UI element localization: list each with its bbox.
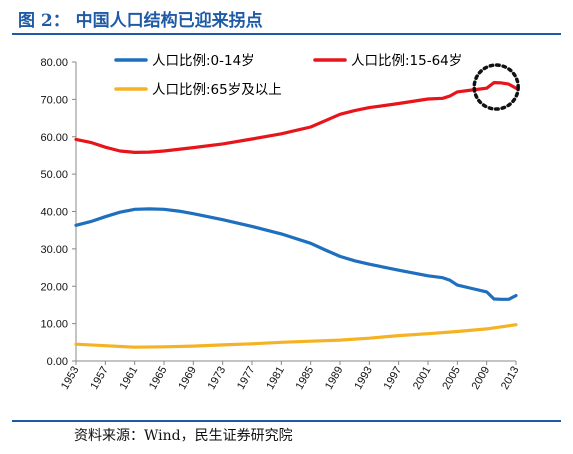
highlight-circle	[472, 63, 520, 111]
x-tick-label: 1973	[206, 365, 229, 392]
x-tick-label: 1985	[294, 365, 317, 392]
x-tick-label: 2005	[440, 365, 463, 392]
x-tick-label: 2013	[499, 365, 522, 392]
y-tick-label: 60.00	[40, 132, 68, 144]
bottom-rule	[12, 420, 561, 422]
chart-axes: 0.00 10.00 20.00 30.00 40.00 50.00 60.00 70.00 8…	[40, 57, 521, 392]
legend-label-2: 人口比例:65岁及以上	[152, 82, 282, 98]
figure-header: 图 2： 中国人口结构已迎来拐点	[18, 6, 263, 31]
chart-annotation	[472, 63, 520, 111]
x-tick-label: 1953	[59, 365, 82, 392]
x-tick-label: 1997	[382, 365, 405, 392]
x-tick-label: 1993	[352, 365, 375, 392]
x-tick-label: 2009	[470, 364, 493, 391]
y-tick-label: 10.00	[40, 319, 68, 331]
x-tick-label: 1981	[264, 365, 287, 392]
line-chart: 0.00 10.00 20.00 30.00 40.00 50.00 60.00 70.00 8…	[40, 53, 521, 392]
figure-title: 图 2： 中国人口结构已迎来拐点	[18, 10, 263, 31]
series-line-1	[74, 80, 518, 155]
x-tick-label: 1969	[176, 365, 199, 392]
source-note: 资料来源：Wind，民生证券研究院	[74, 428, 293, 444]
x-tick-label: 1961	[118, 365, 141, 392]
x-tick-label: 1977	[235, 365, 258, 392]
y-tick-label: 70.00	[40, 94, 68, 106]
legend-label-0: 人口比例:0-14岁	[152, 53, 255, 69]
top-rule	[12, 33, 561, 35]
legend-label-1: 人口比例:15-64岁	[351, 53, 462, 69]
series-line-2	[74, 323, 518, 349]
x-tick-label: 1965	[147, 365, 170, 392]
chart-series	[74, 80, 518, 349]
series-line-0	[74, 207, 518, 301]
y-tick-label: 0.00	[47, 356, 68, 368]
y-tick-label: 80.00	[40, 57, 68, 69]
y-tick-label: 30.00	[40, 244, 68, 256]
x-tick-label: 2001	[411, 365, 434, 392]
y-tick-label: 50.00	[40, 169, 68, 181]
x-tick-label: 1989	[323, 365, 346, 392]
y-tick-label: 20.00	[40, 281, 68, 293]
y-tick-label: 40.00	[40, 207, 68, 219]
x-tick-label: 1957	[88, 365, 111, 392]
